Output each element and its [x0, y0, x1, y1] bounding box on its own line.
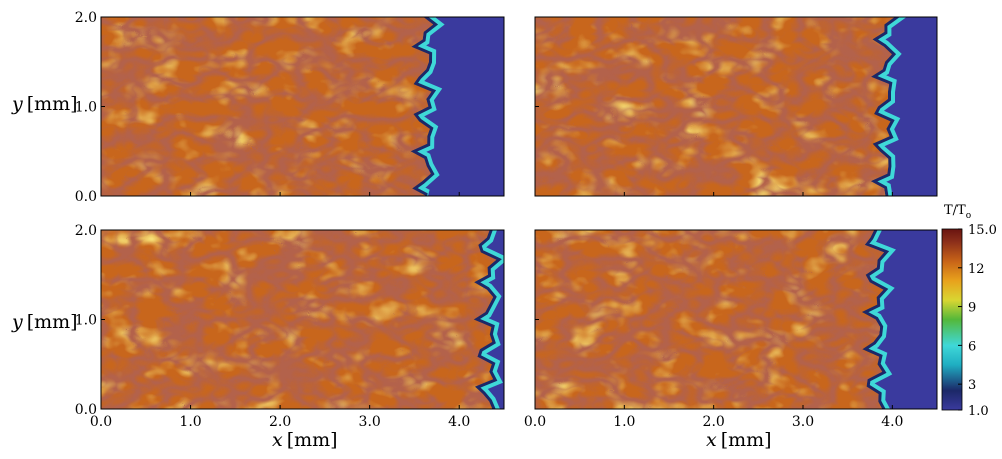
ylabel-var-bottom: y — [11, 311, 23, 333]
x-tick-label: 4.0 — [881, 414, 903, 430]
y-tick-label: 2.0 — [75, 10, 97, 26]
x-tick-label: 1.0 — [613, 414, 635, 430]
panel-top-right — [535, 17, 937, 196]
x-tick-label: 4.0 — [448, 414, 470, 430]
x-axis-label-right: x [mm] — [706, 429, 772, 451]
y-axis-label-bottom: y [mm] — [11, 311, 78, 333]
colorbar-tick-label: 15.0 — [968, 223, 997, 238]
burned-vortex-streaks — [535, 17, 895, 196]
x-axis-label-left: x [mm] — [272, 429, 338, 451]
x-tick-label: 3.0 — [359, 414, 381, 430]
y-tick-label: 0.0 — [75, 402, 97, 418]
y-tick-label: 1.0 — [75, 100, 97, 116]
colorbar-ticks: 15.0 12 9 6 3 1.0 — [958, 223, 997, 419]
colorbar-tick-label: 6 — [968, 339, 976, 354]
panel-bottom-left — [101, 230, 504, 409]
panel-top-left — [101, 17, 504, 196]
x-tick-label: 2.0 — [269, 414, 291, 430]
panel-ticks-bottom-right — [534, 229, 893, 410]
x-tick-label: 0.0 — [524, 414, 546, 430]
x-tick-label: 0.0 — [90, 414, 112, 430]
colorbar: T/To 15.0 12 9 6 3 1.0 — [941, 203, 997, 419]
x-tick-label: 1.0 — [179, 414, 201, 430]
burned-vortex-streaks — [535, 230, 885, 409]
ylabel-var-top: y — [11, 93, 23, 115]
panel-ticks-top-left — [100, 16, 460, 197]
y-tick-label: 0.0 — [75, 189, 97, 205]
y-axis-label-top: y [mm] — [11, 93, 78, 115]
colorbar-tick-label: 9 — [968, 301, 976, 316]
panel-ticks-bottom-left — [100, 229, 460, 410]
x-tick-label: 3.0 — [792, 414, 814, 430]
panels — [100, 16, 938, 410]
xlabel-unit-left: [mm] — [287, 429, 338, 451]
xlabel-var-right: x — [706, 429, 717, 451]
y-tick-label: 1.0 — [75, 313, 97, 329]
ylabel-unit-top: [mm] — [27, 93, 78, 115]
burned-vortex-streaks — [101, 230, 497, 409]
colorbar-tick-label: 12 — [968, 262, 985, 277]
tick-labels: 0.0 1.0 2.0 0.0 1.0 2.0 0.0 1.0 2.0 3.0 4.0 0.0 1.0 2… — [75, 10, 904, 430]
colorbar-title-main: T/T — [944, 203, 966, 218]
panel-bottom-right — [535, 230, 937, 409]
ylabel-unit-bottom: [mm] — [27, 311, 78, 333]
y-tick-label: 2.0 — [75, 223, 97, 239]
panel-ticks-top-right — [534, 16, 893, 197]
colorbar-title: T/To — [944, 203, 971, 221]
colorbar-gradient — [941, 228, 963, 411]
colorbar-tick-label: 1.0 — [968, 404, 989, 419]
colorbar-title-sub: o — [966, 211, 971, 221]
xlabel-var-left: x — [272, 429, 283, 451]
burned-vortex-streaks — [101, 17, 434, 196]
xlabel-unit-right: [mm] — [721, 429, 772, 451]
x-tick-label: 2.0 — [703, 414, 725, 430]
colorbar-tick-label: 3 — [968, 378, 976, 393]
